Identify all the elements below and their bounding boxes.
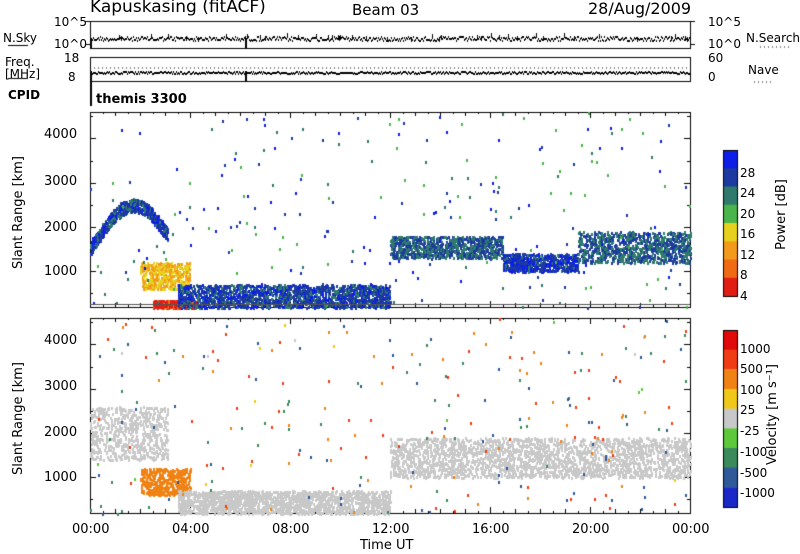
freq-tick-top: 18 xyxy=(64,51,80,65)
vel-ylabel: Slant Range [km] xyxy=(10,362,26,475)
nsearch-label: N.Search xyxy=(746,31,800,45)
time-tick-12: 12:00 xyxy=(372,522,410,537)
freq-tick-bottom: 8 xyxy=(68,70,76,84)
vel-cb-tick-m500: -500 xyxy=(740,466,768,480)
power-ytick-2000: 2000 xyxy=(44,220,78,235)
nave-tick-bottom: 0 xyxy=(708,70,716,84)
nsky-label: N.Sky xyxy=(3,31,38,45)
freq-label-2: [MHz] xyxy=(5,67,41,81)
power-cb-tick-24: 24 xyxy=(740,186,756,200)
vel-cb-tick-m25: -25 xyxy=(740,424,760,438)
time-tick-4: 04:00 xyxy=(172,522,210,537)
station-title: Kapuskasing (fitACF) xyxy=(90,0,266,17)
power-cb-label: Power [dB] xyxy=(773,179,789,250)
time-tick-0: 00:00 xyxy=(72,522,110,537)
vel-cb-tick-1000: 1000 xyxy=(740,342,771,356)
nsearch-tick-top: 10^5 xyxy=(708,15,741,29)
vel-ytick-2000: 2000 xyxy=(44,425,78,440)
power-ytick-1000: 1000 xyxy=(44,264,78,279)
nave-label: Nave xyxy=(748,63,779,77)
power-cb-tick-28: 28 xyxy=(740,166,756,180)
nsearch-tick-bottom: 10^0 xyxy=(708,37,741,51)
vel-cb-tick-m1000: -1000 xyxy=(740,486,775,500)
power-cb-tick-4: 4 xyxy=(740,289,748,303)
time-tick-20: 20:00 xyxy=(572,522,610,537)
beam-title: Beam 03 xyxy=(352,1,420,19)
vel-cb-tick-25: 25 xyxy=(740,403,756,417)
vel-cb-tick-500: 500 xyxy=(740,362,763,376)
power-cb-tick-8: 8 xyxy=(740,268,748,282)
power-cb-tick-20: 20 xyxy=(740,207,756,221)
vel-ytick-1000: 1000 xyxy=(44,470,78,485)
time-tick-8: 08:00 xyxy=(272,522,310,537)
time-axis-label: Time UT xyxy=(360,538,414,553)
date-title: 28/Aug/2009 xyxy=(588,0,692,18)
vel-cb-tick-m100: -100 xyxy=(740,445,768,459)
power-cb-tick-12: 12 xyxy=(740,248,756,262)
nsky-tick-top: 10^5 xyxy=(54,15,87,29)
time-tick-24: 00:00 xyxy=(672,522,710,537)
power-ytick-4000: 4000 xyxy=(44,127,78,142)
vel-cb-tick-100: 100 xyxy=(740,383,763,397)
vel-ytick-4000: 4000 xyxy=(44,333,78,348)
nsky-tick-bottom: 10^0 xyxy=(54,37,87,51)
time-tick-16: 16:00 xyxy=(472,522,510,537)
vel-ytick-3000: 3000 xyxy=(44,379,78,394)
freq-label-1: Freq. xyxy=(5,55,35,69)
nave-tick-top: 60 xyxy=(708,51,724,65)
cpid-value: themis 3300 xyxy=(96,92,187,107)
cpid-label: CPID xyxy=(8,88,41,102)
power-ylabel: Slant Range [km] xyxy=(10,156,26,269)
power-cb-tick-16: 16 xyxy=(740,227,756,241)
power-ytick-3000: 3000 xyxy=(44,174,78,189)
vel-cb-label: Velocity [m s⁻¹] xyxy=(764,364,780,465)
